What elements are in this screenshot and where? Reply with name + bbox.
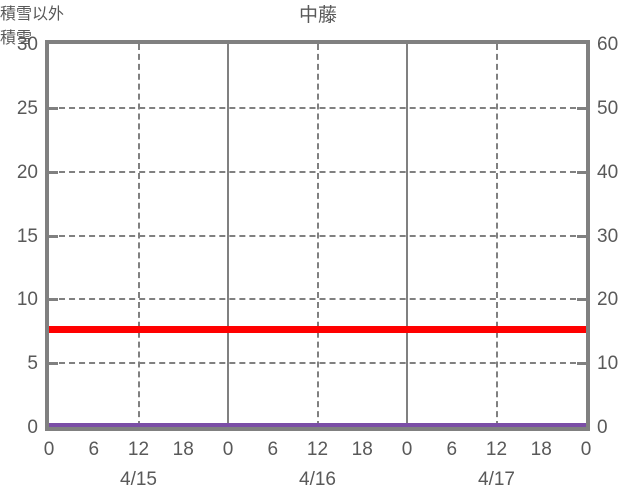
tick-mark-right: [577, 170, 586, 174]
gridline-vertical: [495, 44, 498, 427]
plot-inner: [49, 44, 586, 427]
y-tick-label-left: 20: [16, 161, 38, 183]
y-tick-label-right: 30: [597, 225, 619, 247]
series-line-non-snow: [49, 325, 586, 333]
y-tick-label-right: 40: [597, 161, 619, 183]
gridline-vertical: [137, 44, 140, 427]
x-tick-label: 6: [88, 439, 100, 460]
y-tick-label-right: 50: [597, 97, 619, 119]
series-line-snow-depth: [49, 423, 586, 427]
y-tick-label-left: 10: [16, 289, 38, 311]
chart-title: 中藤: [298, 5, 337, 26]
left-axis-title: 積雪以外: [0, 6, 65, 23]
tick-mark-left: [49, 234, 58, 238]
x-tick-label: 18: [172, 439, 194, 460]
y-tick-label-right: 10: [597, 353, 619, 375]
y-tick-label-right: 0: [597, 417, 608, 438]
tick-mark-right: [577, 106, 586, 110]
y-tick-label-left: 15: [16, 225, 38, 247]
x-tick-label: 0: [580, 439, 592, 460]
tick-mark-right: [577, 298, 586, 302]
tick-mark-left: [49, 298, 58, 302]
y-tick-label-left: 5: [27, 353, 38, 375]
gridline-day-boundary: [406, 44, 408, 427]
x-date-label: 4/17: [478, 469, 515, 490]
x-tick-label: 6: [267, 439, 279, 460]
y-tick-label-left: 25: [16, 97, 38, 119]
x-tick-label: 18: [530, 439, 552, 460]
x-tick-label: 0: [401, 439, 413, 460]
y-tick-label-left: 30: [16, 34, 38, 55]
x-tick-label: 12: [485, 439, 508, 460]
tick-mark-left: [49, 170, 58, 174]
x-tick-label: 18: [351, 439, 373, 460]
y-tick-label-right: 60: [597, 34, 619, 55]
tick-mark-right: [577, 362, 586, 366]
x-tick-label: 12: [306, 439, 329, 460]
y-tick-label-right: 20: [597, 289, 619, 311]
x-date-label: 4/15: [120, 469, 157, 490]
x-tick-label: 0: [222, 439, 234, 460]
right-axis-title: 積雪: [0, 30, 33, 47]
tick-mark-left: [49, 362, 58, 366]
x-tick-label: 0: [43, 439, 55, 460]
tick-mark-left: [49, 106, 58, 110]
plot-area: [45, 40, 590, 431]
gridline-day-boundary: [227, 44, 229, 427]
x-date-label: 4/16: [299, 469, 336, 490]
x-tick-label: 6: [446, 439, 458, 460]
gridline-vertical: [316, 44, 319, 427]
y-tick-label-left: 0: [27, 417, 38, 438]
x-tick-label: 12: [127, 439, 150, 460]
tick-mark-right: [577, 234, 586, 238]
